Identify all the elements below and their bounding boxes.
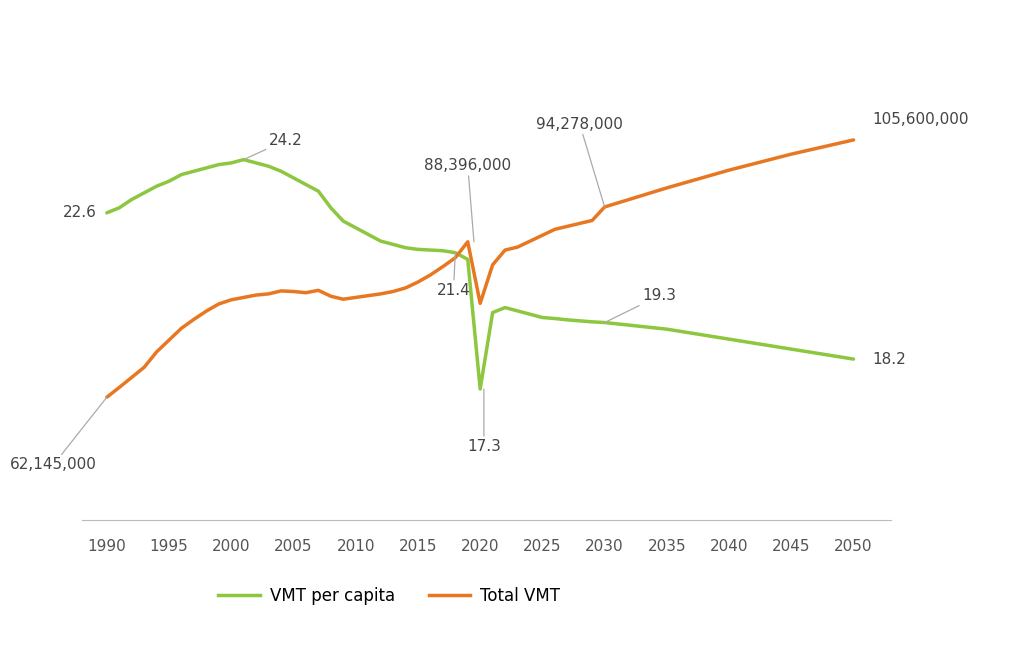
Text: 62,145,000: 62,145,000 — [10, 397, 106, 472]
Text: 22.6: 22.6 — [63, 205, 97, 220]
Legend: VMT per capita, Total VMT: VMT per capita, Total VMT — [212, 580, 567, 611]
Text: 17.3: 17.3 — [467, 389, 501, 454]
Text: 88,396,000: 88,396,000 — [424, 158, 511, 242]
Text: 105,600,000: 105,600,000 — [872, 112, 969, 127]
Text: 24.2: 24.2 — [244, 133, 302, 160]
Text: 18.2: 18.2 — [872, 352, 906, 366]
Text: 19.3: 19.3 — [604, 289, 676, 323]
Text: 21.4: 21.4 — [436, 253, 470, 298]
Text: 94,278,000: 94,278,000 — [537, 116, 624, 207]
